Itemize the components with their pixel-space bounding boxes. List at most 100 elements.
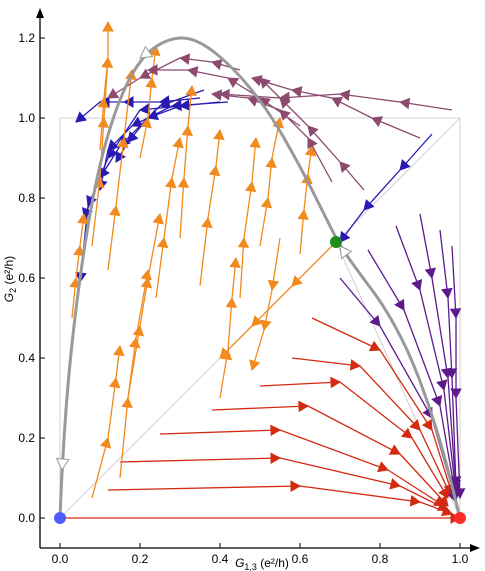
flow-series [249,237,281,371]
flow-arrowhead [99,437,112,449]
flow-arrowhead [297,208,309,220]
flow-arrowhead [339,161,351,174]
flow-arrowhead [265,156,277,168]
flow-arrowhead [227,77,240,88]
y-axis-title: G2 (e²/h) [2,256,18,302]
flow-series [449,245,466,500]
flow-arrowhead [449,308,462,320]
flow-line [451,245,461,499]
flow-arrowhead [186,66,199,78]
flow-trajectories [60,20,466,524]
flow-arrowhead [140,116,152,129]
flow-arrowhead [127,130,139,143]
flow-arrowhead [158,95,170,107]
red-fixed-point [454,512,466,524]
y-tick-label: 0.4 [18,351,35,365]
flow-series [211,400,449,507]
x-tick-label: 0.6 [292,552,309,566]
flow-series [115,99,221,163]
flow-series [97,20,114,151]
flow-arrowhead [102,20,114,32]
flow-arrowhead [152,212,164,225]
flow-series [75,95,201,123]
flow-series [210,89,333,183]
flow-arrowhead [260,196,273,209]
flow-series [237,136,261,299]
flow-arrowhead [270,424,282,437]
flow-arrowhead [441,287,453,300]
flow-arrowhead [259,77,271,89]
x-axis-title-unit: (e²/h) [257,556,289,570]
flow-arrowhead [298,400,310,413]
flow-line [299,145,313,255]
y-tick-label: 0.6 [18,271,35,285]
flow-arrowhead [210,89,223,101]
flow-line [159,429,445,507]
flow-arrowhead [113,344,125,357]
flow-line [239,137,257,299]
flow-arrowhead [267,279,280,292]
flow-series [251,75,421,139]
flow-arrowhead [107,146,119,159]
flow-arrowhead [139,45,154,59]
flow-arrowhead [291,275,303,287]
y-tick-label: 1.0 [18,111,35,125]
flow-arrowhead [218,88,230,101]
flow-arrowhead [208,164,221,177]
flow-line [211,93,333,183]
flow-arrowhead [330,376,342,389]
flow-line [219,245,333,359]
flow-arrowhead [237,236,250,248]
y-tick-label: 0.8 [18,191,35,205]
flow-series [119,268,153,479]
flow-series [177,84,197,239]
flow-arrowhead [421,418,433,431]
flow-series [159,424,445,507]
flow-arrowhead [115,150,126,163]
y-tick-label: 1.2 [18,31,35,45]
flow-line [119,457,449,511]
flow-arrowhead [201,216,213,229]
flow-arrowhead [450,388,462,400]
flow-line [99,22,109,151]
flow-arrowhead [147,109,159,121]
flow-arrowhead [400,427,413,439]
flow-arrowhead [75,111,88,123]
flow-arrowhead [290,480,302,492]
flow-line [119,269,149,479]
flow-arrowhead [431,395,443,407]
flow-line [127,213,161,399]
flow-arrowhead [132,324,145,337]
flow-series [259,77,365,191]
flow-arrowhead [244,180,257,193]
flow-line [211,405,449,507]
flow-series [119,452,449,511]
flow-arrowhead [181,124,194,136]
flow-series [259,376,449,499]
flow-arrowhead [131,116,144,127]
flow-arrowhead [109,204,121,217]
flow-arrowhead [55,458,70,472]
flow-arrowhead [368,340,381,352]
flow-arrowhead [121,396,133,408]
flow-arrowhead [177,176,190,188]
flow-line [439,229,457,487]
flow-arrowhead [290,86,303,98]
axis-ticks: 0.0 0.2 0.4 0.6 0.8 1.0 0.0 0.2 0.4 0.6 0.8 1.0 1.2 [18,31,468,566]
flow-line [367,249,457,499]
flow-arrowhead [449,476,462,488]
flow-arrowhead [249,136,261,148]
x-axis-title-main: G [235,556,244,570]
x-tick-label: 1.0 [452,552,469,566]
flow-series [297,144,317,255]
flow-line [259,381,449,499]
flow-arrowhead [437,495,449,507]
flow-series [146,64,301,127]
x-tick-label: 0.2 [132,552,149,566]
flow-arrowhead [247,95,259,107]
flow-line [139,45,157,159]
flow-arrowhead [411,279,423,291]
flow-line [291,357,453,499]
flow-line [219,257,237,399]
